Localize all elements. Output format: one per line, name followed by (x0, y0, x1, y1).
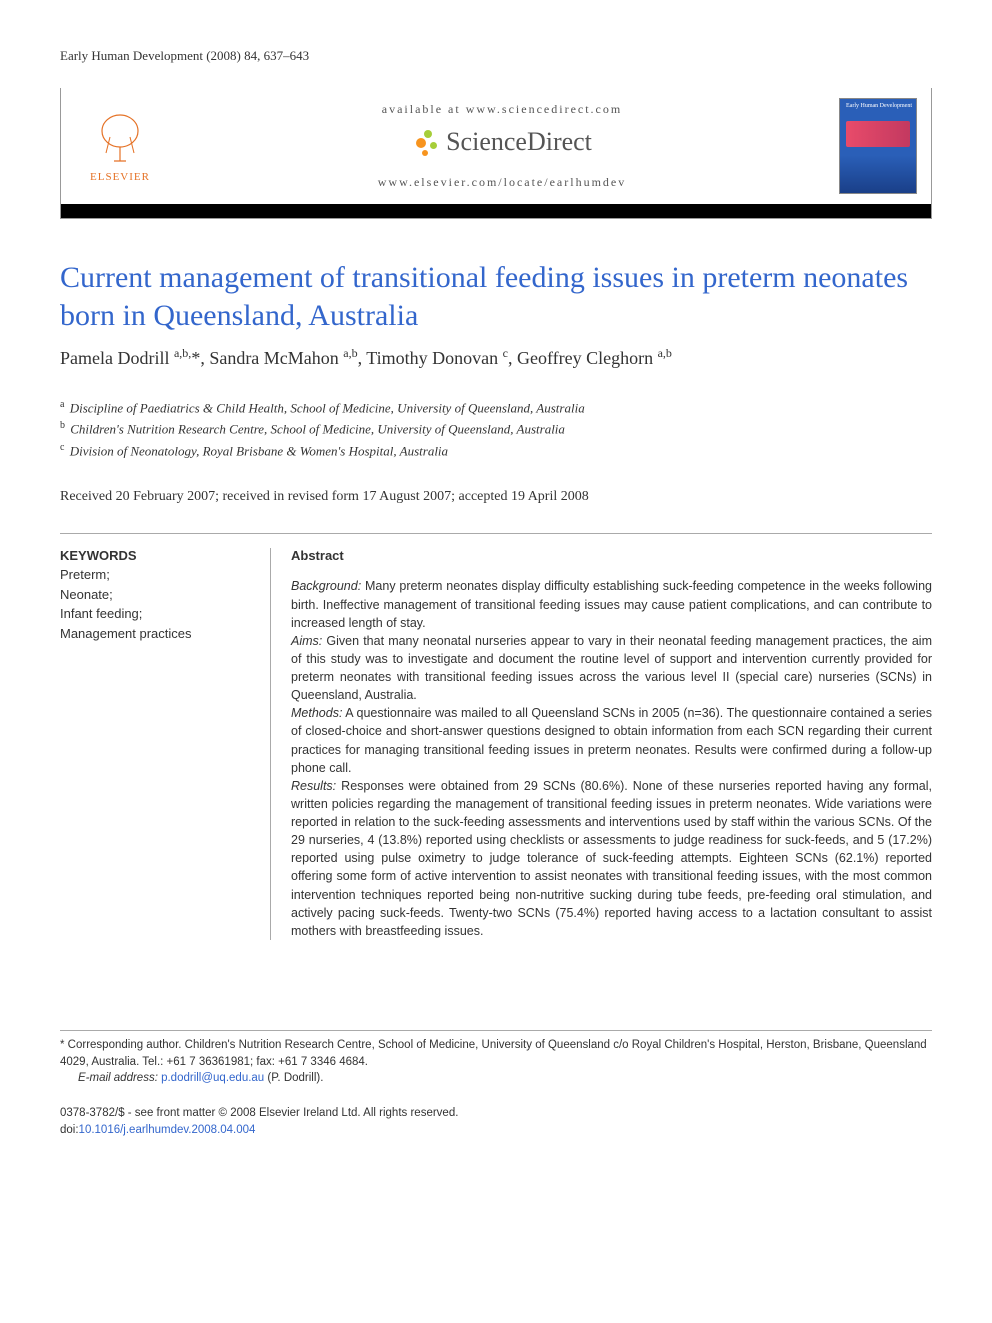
publication-info: 0378-3782/$ - see front matter © 2008 El… (60, 1105, 932, 1138)
divider (60, 533, 932, 534)
banner-underline (61, 204, 931, 218)
authors: Pamela Dodrill a,b,*, Sandra McMahon a,b… (60, 346, 932, 369)
doi-link[interactable]: 10.1016/j.earlhumdev.2008.04.004 (79, 1124, 256, 1136)
journal-url: www.elsevier.com/locate/earlhumdev (179, 175, 825, 190)
copyright-line: 0378-3782/$ - see front matter © 2008 El… (60, 1105, 932, 1122)
sciencedirect-logo: ScienceDirect (412, 127, 592, 157)
corresponding-text: * Corresponding author. Children's Nutri… (60, 1037, 932, 1070)
journal-header: Early Human Development (2008) 84, 637–6… (60, 48, 932, 64)
email-name: (P. Dodrill). (267, 1072, 323, 1084)
keywords-column: KEYWORDS Preterm;Neonate;Infant feeding;… (60, 548, 240, 940)
header-banner: ELSEVIER available at www.sciencedirect.… (60, 88, 932, 219)
elsevier-tree-icon (90, 109, 150, 169)
available-at: available at www.sciencedirect.com (179, 102, 825, 117)
cover-title: Early Human Development (846, 103, 912, 109)
abstract-column: Abstract Background: Many preterm neonat… (270, 548, 932, 940)
journal-cover-thumbnail: Early Human Development (839, 98, 917, 194)
abstract-heading: Abstract (271, 548, 932, 563)
sciencedirect-icon (412, 128, 440, 156)
affiliations: a Discipline of Paediatrics & Child Heal… (60, 397, 932, 461)
article-dates: Received 20 February 2007; received in r… (60, 489, 932, 505)
email-label: E-mail address: (78, 1072, 158, 1084)
article-title: Current management of transitional feedi… (60, 259, 932, 334)
corresponding-author-footer: * Corresponding author. Children's Nutri… (60, 1030, 932, 1087)
keywords-list: Preterm;Neonate;Infant feeding;Managemen… (60, 565, 240, 643)
sciencedirect-text: ScienceDirect (446, 127, 592, 157)
elsevier-logo: ELSEVIER (75, 101, 165, 191)
email-link[interactable]: p.dodrill@uq.edu.au (161, 1072, 264, 1084)
elsevier-wordmark: ELSEVIER (90, 171, 150, 183)
doi-label: doi: (60, 1124, 79, 1136)
keywords-heading: KEYWORDS (60, 548, 240, 563)
abstract-body: Background: Many preterm neonates displa… (271, 577, 932, 940)
